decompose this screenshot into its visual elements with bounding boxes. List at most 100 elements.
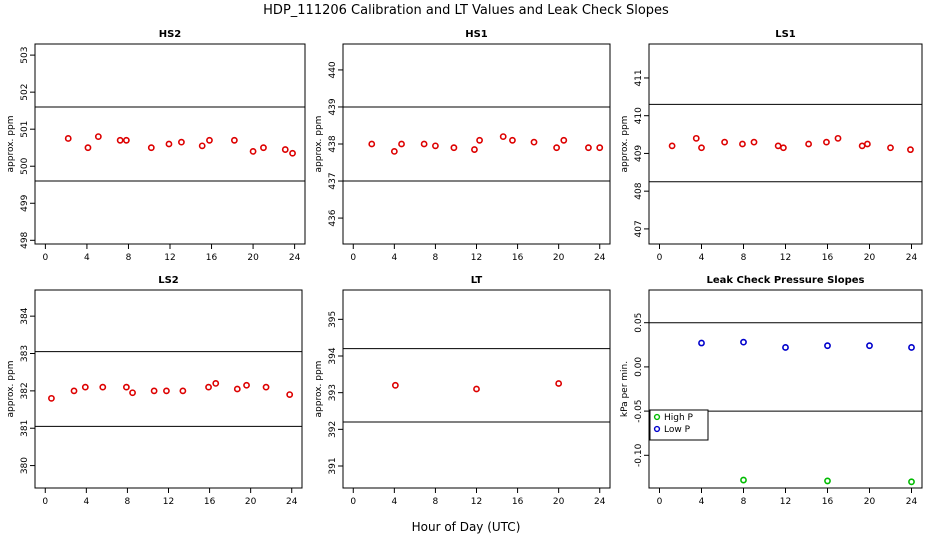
- y-tick-label: 383: [20, 345, 30, 362]
- x-tick-label: 16: [206, 253, 218, 263]
- data-point: [243, 381, 250, 389]
- panel-3: LS1 0 4 8 12 16 20 24 407 408 409 410 411 approx. ppm: [620, 29, 923, 263]
- x-tick-label: 20: [864, 253, 876, 263]
- legend-box: [649, 409, 709, 441]
- panel-title: HS1: [465, 29, 488, 40]
- data-point: [750, 138, 758, 146]
- data-point: [450, 144, 458, 152]
- data-point: [698, 144, 705, 152]
- data-point: [179, 387, 187, 395]
- y-tick-label: 439: [328, 98, 338, 115]
- y-tick-label: 440: [328, 61, 338, 78]
- x-tick-label: 20: [553, 497, 565, 507]
- legend-label: High P: [664, 413, 694, 423]
- data-point: [289, 149, 296, 157]
- y-tick-label: 380: [20, 457, 30, 474]
- y-tick-label: 382: [20, 382, 30, 399]
- data-point: [249, 148, 257, 155]
- data-point: [390, 148, 398, 155]
- y-tick-label: -0.05: [634, 399, 644, 422]
- data-point: [99, 383, 107, 391]
- data-point: [48, 394, 55, 402]
- data-point: [286, 391, 294, 399]
- panel-5: LT 0 4 8 12 16 20 24 391 392 393 394 395 approx. ppm: [314, 275, 611, 507]
- data-point: [233, 385, 241, 393]
- data-point: [908, 478, 915, 486]
- y-tick-label: 498: [20, 231, 30, 248]
- data-point: [858, 142, 866, 150]
- plot-frame: [342, 289, 611, 489]
- y-tick-label: 502: [20, 84, 30, 101]
- plot-frame: [34, 43, 306, 245]
- data-point: [420, 140, 428, 148]
- x-tick-label: 12: [780, 253, 791, 263]
- x-tick-label: 12: [471, 253, 482, 263]
- data-point: [260, 144, 267, 152]
- x-tick-label: 4: [84, 253, 90, 263]
- data-point: [740, 476, 747, 484]
- x-tick-label: 20: [245, 497, 257, 507]
- data-point: [281, 146, 289, 153]
- y-tick-label: 384: [20, 307, 30, 324]
- x-tick-label: 12: [164, 253, 175, 263]
- data-point: [178, 138, 185, 146]
- data-point: [774, 142, 782, 150]
- data-point: [94, 133, 102, 140]
- y-tick-label: 381: [20, 420, 30, 437]
- y-tick-label: 437: [328, 172, 338, 189]
- x-tick-label: 12: [163, 497, 174, 507]
- data-point: [887, 144, 894, 152]
- data-point: [866, 342, 873, 350]
- panel-title: LS2: [158, 275, 179, 286]
- panel-title: Leak Check Pressure Slopes: [707, 275, 865, 286]
- figure-title: HDP_111206 Calibration and LT Values and…: [263, 3, 669, 18]
- x-tick-label: 16: [512, 497, 524, 507]
- x-tick-label: 12: [780, 497, 791, 507]
- panel-1: HS2 0 4 8 12 16 20 24 498 499 500 501 502 503 approx. …: [6, 29, 306, 263]
- y-tick-label: 410: [634, 107, 644, 124]
- data-point: [864, 140, 871, 148]
- data-point: [368, 140, 376, 148]
- data-point: [122, 136, 130, 144]
- x-tick-label: 0: [350, 497, 356, 507]
- data-point: [205, 383, 212, 391]
- data-point: [782, 344, 789, 351]
- x-tick-label: 24: [594, 253, 606, 263]
- data-point: [668, 142, 676, 150]
- y-tick-label: 409: [634, 145, 644, 162]
- data-point: [553, 144, 560, 152]
- y-tick-label: 500: [20, 157, 30, 174]
- y-tick-label: 394: [328, 347, 338, 364]
- x-tick-label: 0: [657, 253, 663, 263]
- data-point: [147, 144, 155, 152]
- data-point: [824, 342, 831, 350]
- data-point: [530, 138, 538, 146]
- plot-frame: [648, 43, 923, 245]
- data-point: [823, 138, 830, 146]
- panel-title: LT: [471, 275, 483, 286]
- data-point: [476, 136, 483, 144]
- data-point: [84, 144, 92, 152]
- y-tick-label: 438: [328, 135, 338, 152]
- y-axis-label: approx. ppm: [314, 116, 324, 173]
- data-point: [780, 144, 787, 152]
- legend-label: Low P: [664, 425, 691, 435]
- x-tick-label: 20: [553, 253, 565, 263]
- y-tick-label: 503: [20, 47, 30, 64]
- x-tick-label: 24: [289, 253, 301, 263]
- y-axis-label: approx. ppm: [314, 361, 324, 418]
- y-tick-label: 407: [634, 220, 644, 237]
- data-point: [262, 383, 270, 391]
- x-tick-label: 8: [433, 253, 439, 263]
- data-point: [805, 140, 812, 148]
- data-point: [908, 344, 915, 351]
- data-point: [471, 146, 478, 153]
- x-tick-label: 20: [247, 253, 259, 263]
- figure-xlabel: Hour of Day (UTC): [412, 520, 521, 534]
- chart-panels: HS2 0 4 8 12 16 20 24 498 499 500 501 502 503 approx. …: [6, 29, 923, 507]
- panel-title: LS1: [775, 29, 796, 40]
- y-tick-label: 395: [328, 311, 338, 328]
- data-point: [721, 138, 728, 146]
- y-tick-label: -0.10: [634, 443, 644, 467]
- data-point: [698, 339, 705, 347]
